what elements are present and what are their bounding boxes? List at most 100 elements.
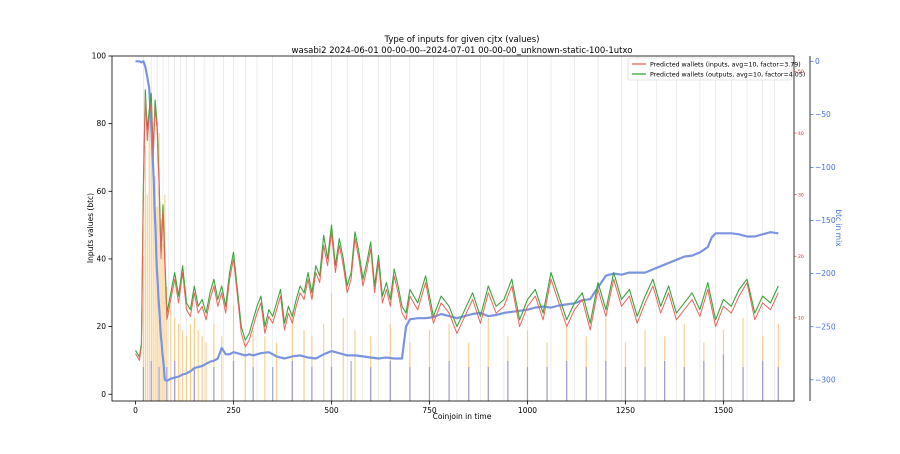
bar-orange bbox=[264, 336, 266, 401]
x-tick-label: 250 bbox=[226, 406, 241, 415]
x-tick-label: 500 bbox=[324, 406, 339, 415]
y-ticks-group: 0 20 40 60 80 100 bbox=[92, 52, 112, 399]
bar-orange bbox=[354, 330, 356, 401]
y3-tick-label: −200 bbox=[815, 269, 836, 278]
bar-orange bbox=[276, 342, 278, 401]
bar-blue bbox=[526, 367, 529, 401]
x-tick-label: 1500 bbox=[714, 406, 733, 415]
bar-blue bbox=[291, 360, 293, 401]
y3-axis-label: btc in mix bbox=[834, 209, 843, 247]
bar-blue bbox=[487, 367, 489, 401]
bar-orange bbox=[174, 317, 176, 401]
bar-orange bbox=[178, 323, 180, 401]
y3-tick-label: −150 bbox=[815, 216, 836, 225]
bar-orange bbox=[252, 330, 254, 401]
series-line-btc-in-mix bbox=[135, 60, 779, 382]
bar-blue bbox=[722, 354, 725, 401]
bar-orange bbox=[166, 287, 168, 401]
bar-orange bbox=[487, 317, 489, 401]
y3-tick-label: −300 bbox=[815, 375, 836, 384]
bar-blue bbox=[585, 367, 587, 401]
bar-orange bbox=[777, 323, 779, 401]
y-tick-label: 100 bbox=[92, 52, 107, 61]
bar-blue bbox=[683, 367, 685, 401]
bar-orange bbox=[150, 102, 152, 402]
bar-orange bbox=[162, 243, 164, 401]
legend-outputs-label: Predicted wallets (outputs, avg=10, fact… bbox=[650, 72, 805, 79]
bar-orange bbox=[197, 330, 199, 401]
bar-orange bbox=[158, 133, 160, 402]
bar-orange bbox=[201, 336, 203, 401]
bar-orange bbox=[189, 323, 191, 401]
bar-blue bbox=[664, 360, 666, 401]
bar-orange bbox=[244, 342, 246, 401]
bar-orange bbox=[185, 336, 188, 401]
y-tick-label: 0 bbox=[101, 390, 106, 399]
bar-blue bbox=[428, 367, 431, 401]
bar-blue bbox=[703, 360, 705, 401]
bar-orange bbox=[181, 330, 184, 401]
bar-orange bbox=[205, 342, 207, 401]
bar-orange bbox=[160, 219, 162, 401]
chart-subtitle: wasabi2 2024-06-01 00-00-00--2024-07-01 … bbox=[292, 46, 633, 56]
y-tick-label: 20 bbox=[96, 322, 106, 331]
series-lines-group bbox=[135, 60, 779, 382]
series-line-outputs bbox=[135, 89, 779, 358]
bar-orange bbox=[330, 293, 333, 401]
bar-orange bbox=[164, 194, 166, 401]
y2-tick-label: 10 bbox=[798, 316, 804, 322]
bar-orange bbox=[342, 317, 344, 401]
bar-blue bbox=[448, 360, 450, 401]
bar-blue bbox=[166, 367, 168, 401]
y3-tick-label: −50 bbox=[815, 110, 831, 119]
bar-blue bbox=[546, 367, 548, 401]
bar-blue bbox=[272, 367, 274, 401]
bar-blue bbox=[777, 367, 779, 401]
bar-blue bbox=[468, 367, 470, 401]
y3-tick-label: 0 bbox=[815, 57, 820, 66]
bar-blue bbox=[350, 360, 352, 401]
y2-tick-label: 20 bbox=[798, 254, 804, 260]
bar-orange bbox=[142, 256, 144, 401]
y2-tick-label: 30 bbox=[798, 192, 804, 198]
bar-blue bbox=[142, 367, 144, 401]
plot-area-frame bbox=[111, 55, 795, 402]
bar-blue bbox=[370, 367, 372, 401]
vertical-lines-group bbox=[143, 56, 775, 401]
bar-orange bbox=[428, 330, 431, 401]
bar-blue bbox=[252, 367, 254, 401]
bar-blue bbox=[605, 360, 607, 401]
bar-blue bbox=[507, 360, 509, 401]
y2-tick-label: 50 bbox=[798, 69, 804, 75]
bar-orange bbox=[323, 323, 325, 401]
y-tick-label: 80 bbox=[96, 119, 106, 128]
series-line-inputs bbox=[135, 96, 779, 361]
bar-orange bbox=[213, 323, 215, 401]
y3-ticks-group: 0 −50 −100 −150 −200 −250 −300 bbox=[810, 57, 836, 384]
chart-title: Type of inputs for given cjtx (values) bbox=[384, 35, 540, 45]
bar-blue bbox=[232, 360, 235, 401]
bar-orange bbox=[221, 336, 223, 401]
bar-orange bbox=[303, 330, 305, 401]
bar-orange bbox=[154, 176, 156, 401]
bar-orange bbox=[146, 194, 148, 401]
bar-orange bbox=[742, 317, 744, 401]
bar-orange bbox=[148, 120, 150, 401]
bar-orange bbox=[170, 305, 172, 401]
bar-blue bbox=[311, 367, 313, 401]
legend-box bbox=[627, 57, 793, 81]
y3-tick-label: −100 bbox=[815, 163, 836, 172]
bar-orange bbox=[144, 145, 146, 401]
y-axis-label: Inputs values (btc) bbox=[86, 193, 95, 263]
legend-inputs-label: Predicted wallets (inputs, avg=10, facto… bbox=[650, 62, 801, 69]
bar-blue bbox=[174, 360, 176, 401]
bar-blue bbox=[213, 367, 215, 401]
bar-blue bbox=[150, 360, 152, 401]
y-tick-label: 40 bbox=[96, 255, 106, 264]
bar-orange bbox=[193, 317, 195, 401]
y3-tick-label: −250 bbox=[815, 322, 836, 331]
bar-orange bbox=[683, 323, 685, 401]
bar-blue bbox=[566, 360, 568, 401]
